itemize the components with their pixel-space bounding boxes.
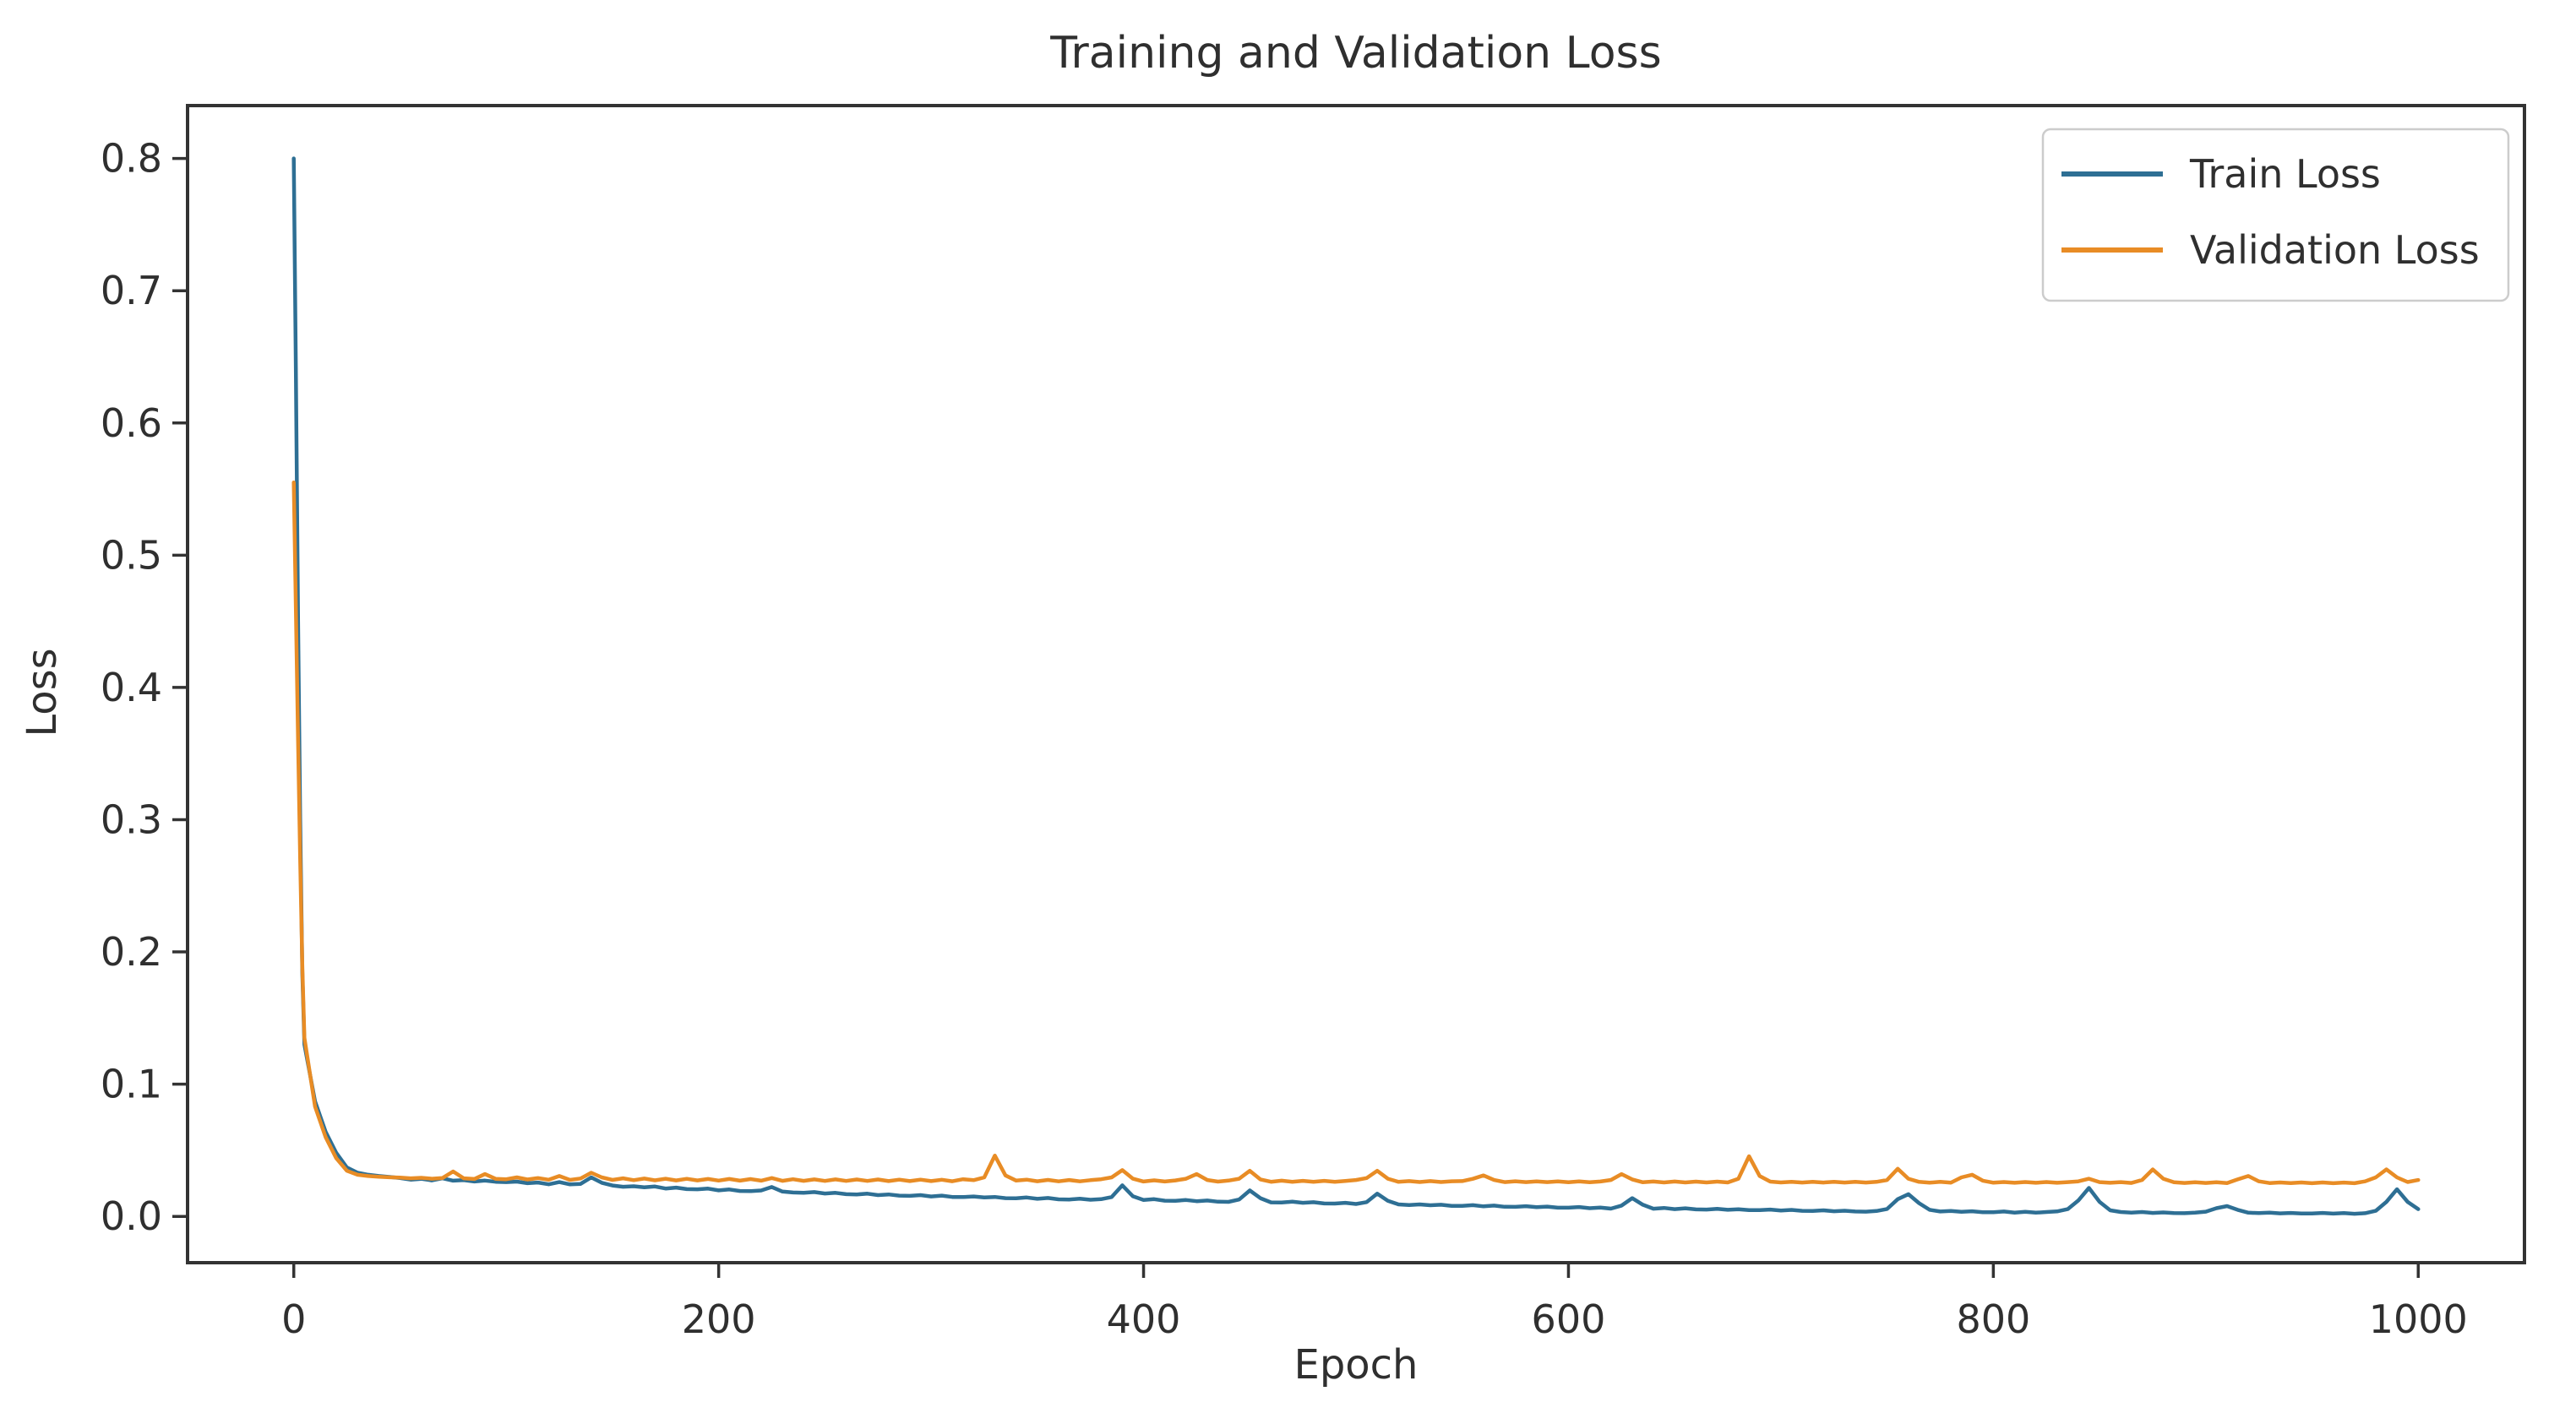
x-tick-label: 600	[1532, 1296, 1606, 1342]
x-tick-label: 0	[281, 1296, 306, 1342]
y-axis-label: Loss	[19, 648, 66, 736]
y-tick-label: 0.3	[101, 796, 162, 842]
x-tick-label: 200	[682, 1296, 756, 1342]
legend: Train Loss Validation Loss	[2041, 128, 2510, 302]
legend-label-train: Train Loss	[2189, 151, 2381, 197]
y-tick-label: 0.2	[101, 929, 162, 975]
x-axis-label: Epoch	[1294, 1341, 1419, 1389]
plot-border	[186, 104, 2526, 1264]
y-tick-label: 0.7	[101, 268, 162, 313]
y-tick-label: 0.6	[101, 400, 162, 446]
y-tick-label: 0.1	[101, 1062, 162, 1107]
x-tick-label: 800	[1956, 1296, 2030, 1342]
y-tick-label: 0.0	[101, 1193, 162, 1239]
y-tick-label: 0.4	[101, 665, 162, 710]
train-loss-line	[291, 156, 2421, 1216]
axis-ticks: 0 200 400 600 800 1000 0.0 0.1 0.2 0.3 0.4 0.5 0.6 0.…	[101, 136, 2468, 1342]
chart-title: Training and Validation Loss	[1049, 28, 1661, 79]
y-tick-label: 0.5	[101, 532, 162, 578]
x-tick-label: 400	[1107, 1296, 1181, 1342]
y-tick-label: 0.8	[101, 136, 162, 182]
x-tick-label: 1000	[2369, 1296, 2468, 1342]
legend-label-validation: Validation Loss	[2190, 227, 2480, 273]
validation-loss-line	[291, 480, 2421, 1186]
series-lines	[291, 156, 2421, 1216]
